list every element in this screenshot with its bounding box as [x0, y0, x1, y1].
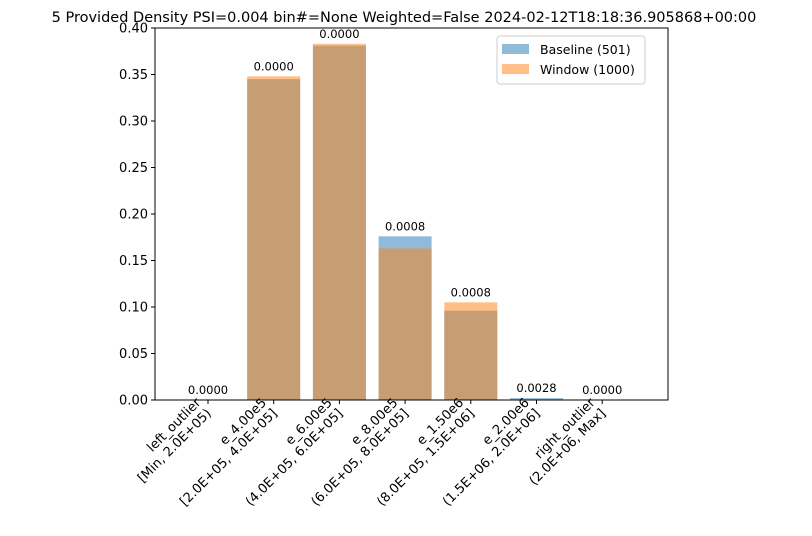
bar-window-4: [444, 302, 498, 400]
data-label-3: 0.0008: [385, 219, 425, 233]
legend-box: [496, 35, 646, 85]
legend: Baseline (501) Window (1000): [496, 35, 646, 85]
bar-baseline-5: [510, 398, 563, 400]
y-axis: 0.00 0.05 0.10 0.15 0.20 0.25 0.30 0.35 0.40: [119, 22, 155, 409]
data-labels: 0.0000 0.0000 0.0000 0.0008 0.0008 0.0028 0.00…: [188, 27, 622, 397]
x-tick-label-0: left_outlier[Min, 2.0E+05): [124, 395, 215, 486]
y-tick-label-0: 0.00: [119, 394, 148, 409]
legend-swatch-1: [502, 64, 529, 74]
bar-window-2: [312, 43, 366, 401]
data-label-5: 0.0028: [516, 381, 556, 395]
x-tick-label-text-0: left_outlier[Min, 2.0E+05): [124, 395, 215, 486]
data-label-2: 0.0000: [319, 27, 359, 41]
data-label-6: 0.0000: [582, 383, 622, 397]
data-label-0: 0.0000: [188, 383, 228, 397]
legend-label-1: Window (1000): [540, 62, 635, 77]
y-tick-label-1: 0.05: [119, 347, 148, 362]
x-axis: left_outlier[Min, 2.0E+05) e_4.00e5[2.0E+…: [124, 395, 609, 509]
y-tick-label-7: 0.35: [119, 68, 148, 83]
data-label-4: 0.0008: [451, 285, 491, 299]
chart-title: 5 Provided Density PSI=0.004 bin#=None W…: [52, 10, 757, 26]
bar-window-3: [378, 248, 432, 400]
legend-label-0: Baseline (501): [540, 42, 631, 57]
y-tick-label-8: 0.40: [119, 22, 148, 37]
bar-window-1: [247, 76, 301, 401]
y-tick-label-5: 0.25: [119, 161, 148, 176]
y-tick-label-4: 0.20: [119, 208, 148, 223]
y-tick-label-3: 0.15: [119, 254, 148, 269]
bars: [247, 43, 563, 401]
y-tick-label-2: 0.10: [119, 301, 148, 316]
data-label-1: 0.0000: [254, 59, 294, 73]
y-tick-label-6: 0.30: [119, 115, 148, 130]
legend-swatch-0: [502, 44, 529, 54]
